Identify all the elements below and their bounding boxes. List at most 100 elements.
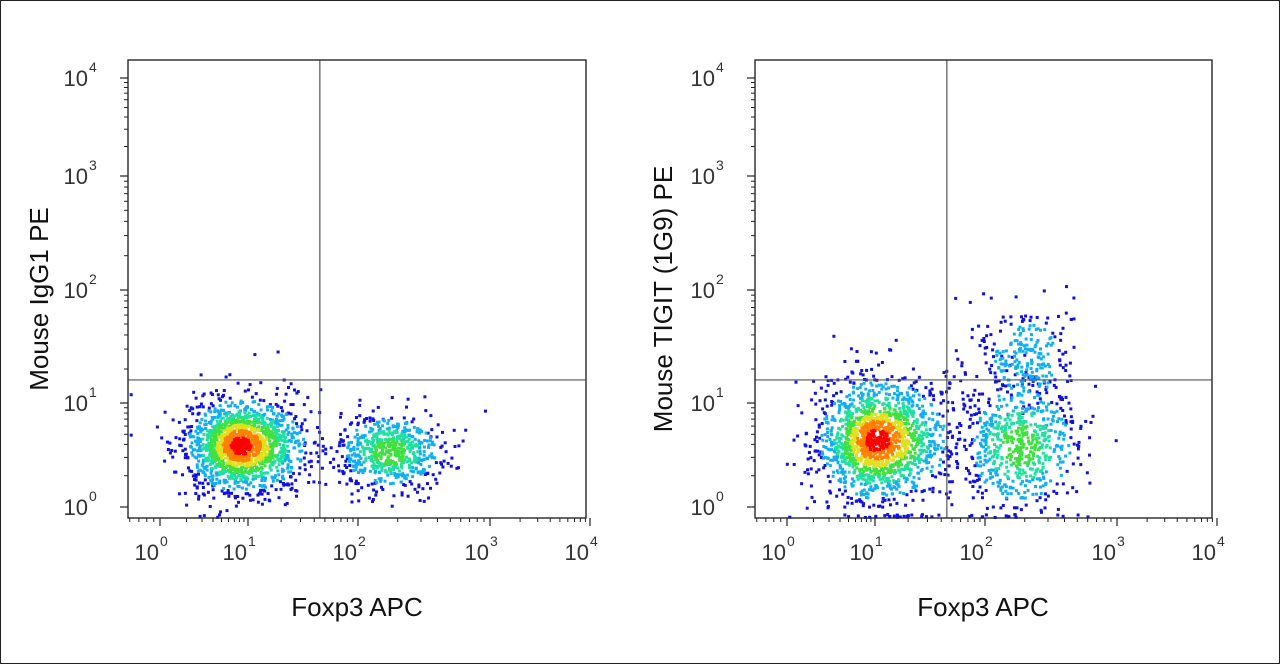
- event-dot: [898, 439, 901, 443]
- event-dot: [422, 450, 426, 454]
- event-dot: [896, 396, 900, 400]
- event-dot: [356, 423, 360, 427]
- event-dot: [999, 506, 1003, 510]
- event-dot: [861, 434, 865, 437]
- event-dot: [1021, 468, 1025, 472]
- event-dot: [897, 484, 901, 488]
- event-dot: [239, 466, 243, 470]
- event-dot: [216, 415, 220, 419]
- event-dot: [1006, 390, 1009, 394]
- event-dot: [338, 480, 342, 484]
- event-dot: [201, 461, 205, 465]
- event-dot: [803, 470, 807, 474]
- event-dot: [938, 433, 942, 437]
- event-dot: [1031, 451, 1035, 455]
- event-dot: [377, 428, 381, 432]
- event-dot: [427, 496, 430, 500]
- event-dot: [980, 338, 984, 342]
- event-dot: [222, 389, 226, 392]
- event-dot: [222, 423, 226, 426]
- event-dot: [859, 391, 863, 395]
- event-dot: [389, 443, 393, 447]
- event-dot: [410, 420, 414, 424]
- event-dot: [232, 467, 236, 471]
- event-dot: [950, 452, 954, 456]
- event-dot: [233, 432, 237, 436]
- event-dot: [965, 466, 968, 470]
- event-dot: [982, 429, 985, 433]
- event-dot: [273, 436, 276, 440]
- event-dot: [902, 412, 906, 416]
- event-dot: [271, 479, 275, 483]
- event-dot: [416, 427, 420, 431]
- event-dot: [129, 433, 133, 437]
- event-dot: [825, 462, 829, 466]
- event-dot: [856, 462, 860, 466]
- event-dot: [376, 443, 380, 447]
- event-dot: [1059, 397, 1063, 401]
- event-dot: [268, 453, 272, 457]
- event-dot: [195, 419, 199, 423]
- event-dot: [349, 449, 353, 453]
- event-dot: [810, 495, 814, 499]
- event-dot: [941, 439, 945, 443]
- event-dot: [1042, 477, 1046, 480]
- event-dot: [955, 452, 959, 456]
- event-dot: [235, 468, 239, 472]
- event-dot: [985, 420, 989, 424]
- event-dot: [984, 443, 988, 447]
- event-dot: [248, 443, 252, 447]
- event-dot: [1012, 461, 1016, 465]
- event-dot: [830, 426, 834, 430]
- event-dot: [1020, 315, 1023, 319]
- event-dot: [381, 488, 385, 491]
- x-tick-label: 10: [223, 540, 247, 565]
- event-dot: [911, 436, 915, 440]
- event-dot: [853, 426, 856, 430]
- event-dot: [894, 338, 898, 342]
- event-dot: [348, 477, 352, 481]
- event-dot: [411, 466, 415, 470]
- event-dot: [890, 475, 894, 479]
- event-dot: [358, 468, 362, 472]
- event-dot: [955, 442, 959, 446]
- event-dot: [991, 468, 995, 472]
- event-dot: [1039, 508, 1043, 512]
- event-dot: [352, 452, 356, 456]
- event-dot: [977, 324, 981, 328]
- event-dot: [902, 408, 906, 412]
- event-dot: [1006, 469, 1010, 473]
- event-dot: [298, 442, 302, 446]
- event-dot: [219, 463, 223, 467]
- event-dot: [861, 373, 865, 377]
- event-dot: [933, 443, 937, 447]
- event-dot: [1035, 477, 1039, 481]
- event-dot: [188, 409, 192, 413]
- event-dot: [959, 379, 963, 383]
- event-dot: [870, 421, 874, 425]
- event-dot: [409, 461, 413, 465]
- event-dot: [1037, 436, 1041, 440]
- event-dot: [1029, 457, 1033, 461]
- event-dots: [129, 350, 487, 519]
- event-dot: [396, 452, 400, 456]
- event-dot: [917, 477, 921, 481]
- event-dot: [862, 425, 866, 429]
- event-dot: [443, 441, 447, 445]
- event-dot: [275, 418, 278, 421]
- event-dot: [905, 449, 908, 453]
- event-dot: [978, 344, 982, 348]
- event-dot: [316, 460, 320, 464]
- event-dot: [870, 367, 874, 371]
- event-dot: [812, 379, 816, 383]
- event-dot: [1046, 316, 1050, 320]
- event-dot: [403, 483, 407, 487]
- event-dot: [847, 470, 851, 474]
- event-dot: [923, 397, 927, 400]
- event-dot: [378, 440, 382, 444]
- event-dot: [1016, 429, 1020, 433]
- event-dot: [380, 438, 384, 442]
- event-dot: [867, 397, 870, 401]
- event-dot: [281, 451, 285, 455]
- event-dot: [1000, 430, 1004, 434]
